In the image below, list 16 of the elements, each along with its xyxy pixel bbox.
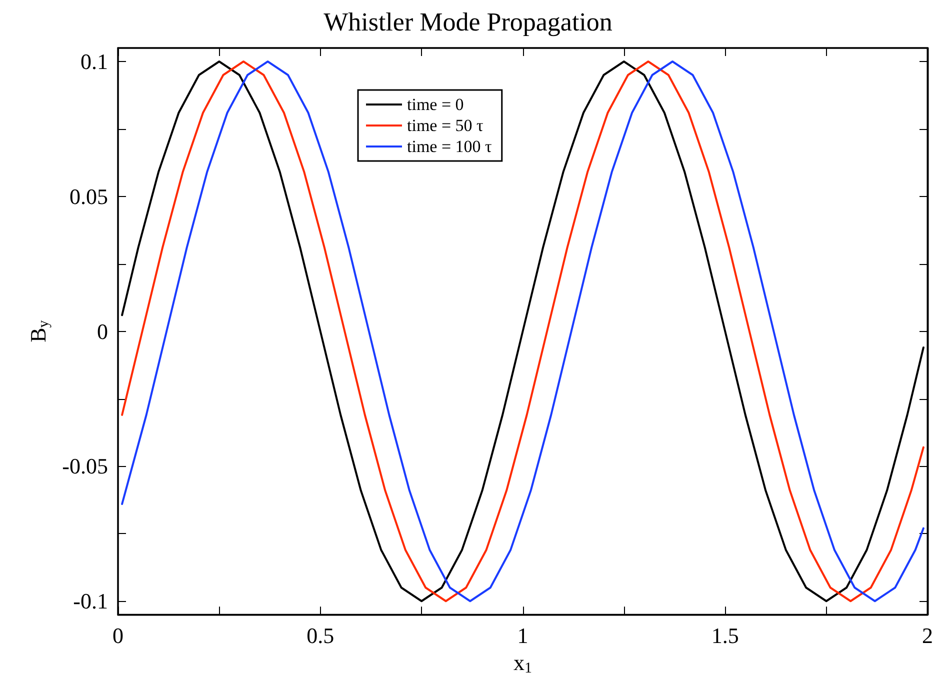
chart-title: Whistler Mode Propagation [324,8,612,36]
line-series [121,60,924,602]
y-tick-label: -0.05 [62,454,108,479]
y-axis-title: By [25,320,52,342]
y-tick-label: -0.1 [73,588,108,614]
y-tick-label: 0.1 [80,48,108,74]
legend-label: time = 50 τ [407,116,484,135]
x-tick-label: 2 [922,623,933,648]
y-tick-label: 0.05 [70,184,108,209]
legend-label: time = 100 τ [407,137,492,156]
x-tick-label: 1.5 [711,623,739,648]
y-tick-label: 0 [97,318,108,344]
x-tick-label: 0.5 [306,623,334,648]
legend-label: time = 0 [407,95,464,114]
x-tick-label: 0 [112,623,124,648]
x-tick-label: 1 [517,623,528,648]
